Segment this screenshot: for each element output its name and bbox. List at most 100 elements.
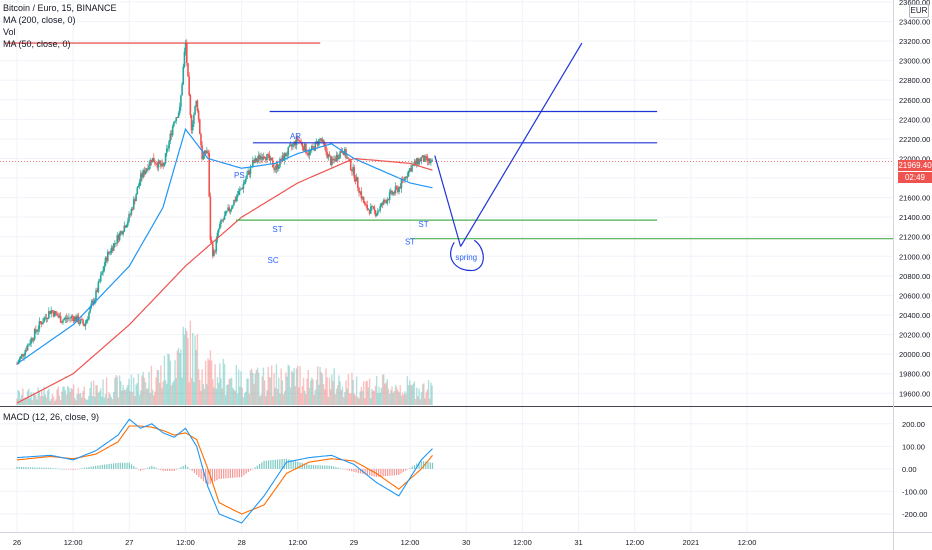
- candle-body: [308, 151, 311, 156]
- volume-bar: [252, 372, 254, 405]
- volume-bar: [180, 349, 182, 405]
- currency-badge[interactable]: EUR: [909, 4, 929, 18]
- macd-histogram-bar: [83, 467, 85, 469]
- candle-body: [195, 100, 198, 107]
- candle-body: [361, 197, 364, 199]
- candle-body: [241, 188, 244, 190]
- macd-histogram-bar: [220, 468, 222, 479]
- candle-body: [276, 164, 279, 169]
- volume-bar: [392, 392, 394, 405]
- symbol-title[interactable]: Bitcoin / Euro, 15, BINANCE: [3, 3, 117, 13]
- volume-bar: [418, 388, 420, 405]
- macd-histogram-bar: [241, 468, 243, 477]
- candle-body: [187, 63, 189, 77]
- volume-bar: [282, 394, 285, 405]
- candle-body: [387, 199, 390, 201]
- candle-body: [338, 157, 340, 159]
- macd-histogram-bar: [189, 468, 191, 470]
- macd-tick-4: -200.00: [902, 510, 927, 519]
- volume-bar: [30, 392, 32, 405]
- volume-bar: [388, 393, 391, 405]
- macd-histogram-bar: [79, 468, 81, 470]
- macd-histogram-bar: [339, 468, 342, 469]
- candle-body: [229, 209, 232, 212]
- volume-bar: [321, 374, 324, 405]
- candle-body: [239, 189, 241, 192]
- volume-bar: [56, 389, 58, 405]
- candle-body: [246, 174, 248, 179]
- candle-body: [306, 152, 308, 154]
- indicator-vol[interactable]: Vol: [3, 27, 16, 37]
- candle-body: [98, 281, 101, 283]
- candle-body: [426, 156, 429, 162]
- macd-histogram-bar: [41, 467, 43, 469]
- candle-body: [174, 121, 176, 123]
- macd-histogram-bar: [61, 468, 63, 470]
- volume-bar: [286, 376, 288, 405]
- volume-bar: [61, 391, 63, 405]
- candle-body: [219, 223, 221, 230]
- macd-histogram-bar: [92, 466, 94, 469]
- macd-histogram-bar: [205, 468, 207, 484]
- candle-body: [46, 318, 49, 320]
- volume-bar: [365, 381, 367, 405]
- indicator-ma200[interactable]: MA (200, close, 0): [3, 15, 76, 25]
- candle-body: [365, 204, 367, 206]
- candle-body: [407, 170, 410, 177]
- price-tick-20: 19600.00: [899, 389, 930, 398]
- macd-legend[interactable]: MACD (12, 26, close, 9): [3, 412, 100, 422]
- volume-bar: [199, 380, 201, 405]
- macd-histogram-bar: [238, 468, 240, 478]
- macd-histogram-bar: [351, 468, 353, 472]
- volume-bar: [280, 368, 282, 405]
- candle-body: [176, 117, 179, 119]
- candle-body: [95, 290, 97, 300]
- volume-bar: [390, 390, 392, 405]
- volume-bar: [235, 365, 238, 405]
- volume-bar: [413, 381, 416, 405]
- volume-bar: [65, 394, 68, 405]
- volume-bar: [182, 326, 184, 405]
- candle-body: [137, 185, 140, 188]
- volume-bar: [228, 378, 230, 405]
- macd-histogram-bar: [258, 464, 261, 469]
- macd-histogram-bar: [310, 464, 312, 469]
- candle-body: [256, 159, 259, 162]
- candle-body: [86, 319, 89, 321]
- volume-bar: [360, 386, 363, 405]
- volume-bar: [225, 395, 227, 405]
- volume-bar: [320, 372, 322, 405]
- ma50-line: [16, 127, 433, 365]
- volume-bar: [368, 378, 371, 405]
- indicator-ma50[interactable]: MA (50, close, 0): [3, 39, 71, 49]
- macd-tick-0: 200.00: [902, 420, 925, 429]
- volume-bar: [293, 368, 295, 405]
- macd-histogram-bar: [218, 468, 220, 480]
- volume-bar: [339, 381, 341, 405]
- volume-bar: [219, 363, 221, 405]
- volume-bar: [215, 388, 217, 405]
- candle-body: [362, 197, 365, 204]
- volume-bar: [346, 388, 348, 405]
- volume-bar: [227, 384, 229, 405]
- volume-bar: [247, 378, 249, 405]
- candle-body: [130, 208, 133, 215]
- annotation-label-0: PS: [234, 171, 245, 180]
- volume-bar: [379, 392, 381, 405]
- macd-histogram-bar: [110, 463, 112, 469]
- candle-body: [140, 173, 142, 182]
- volume-bar: [425, 392, 427, 405]
- candle-body: [91, 300, 94, 304]
- candle-body: [215, 239, 218, 252]
- candle-body: [194, 106, 196, 115]
- macd-histogram-bar: [70, 468, 72, 470]
- candle-body: [295, 137, 298, 146]
- macd-histogram-bar: [160, 468, 162, 470]
- candle-body: [81, 319, 83, 321]
- volume-bars: [16, 320, 433, 405]
- volume-bar: [108, 392, 110, 405]
- candle-body: [236, 195, 239, 198]
- candle-body: [352, 167, 354, 172]
